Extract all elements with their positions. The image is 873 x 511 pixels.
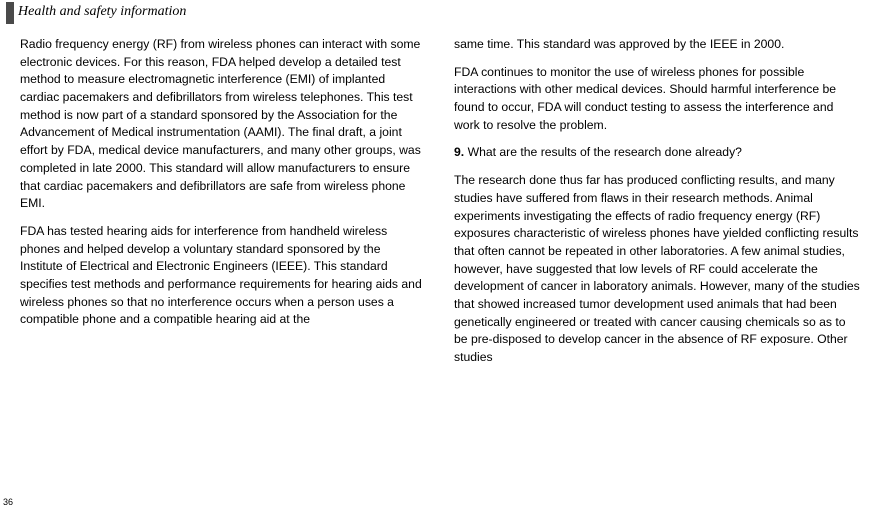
header-accent-bar xyxy=(6,2,14,24)
paragraph: FDA continues to monitor the use of wire… xyxy=(454,64,860,135)
column-right: same time. This standard was approved by… xyxy=(454,36,860,377)
column-left: Radio frequency energy (RF) from wireles… xyxy=(20,36,426,377)
page-number: 36 xyxy=(3,497,13,507)
paragraph: The research done thus far has produced … xyxy=(454,172,860,367)
text-columns: Radio frequency energy (RF) from wireles… xyxy=(20,36,860,377)
paragraph: FDA has tested hearing aids for interfer… xyxy=(20,223,426,329)
page-header-title: Health and safety information xyxy=(18,4,186,20)
question-line: 9. What are the results of the research … xyxy=(454,144,860,162)
paragraph: same time. This standard was approved by… xyxy=(454,36,860,54)
question-number: 9. xyxy=(454,145,464,159)
question-text: What are the results of the research don… xyxy=(468,145,742,159)
paragraph: Radio frequency energy (RF) from wireles… xyxy=(20,36,426,213)
